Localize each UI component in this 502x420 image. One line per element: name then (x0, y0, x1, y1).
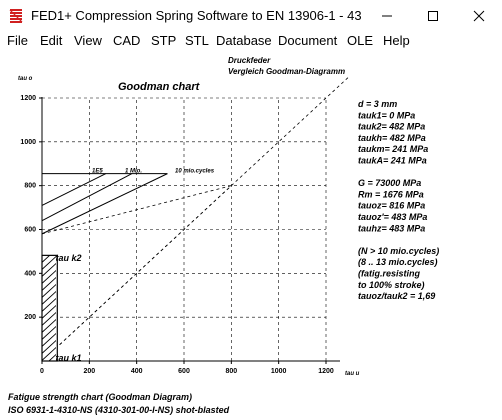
menu-ole[interactable]: OLE (347, 33, 374, 48)
hatch-stroke (42, 311, 56, 326)
hatch-stroke (42, 346, 56, 361)
hatch-stroke (42, 304, 56, 319)
drawing-area[interactable]: 0 200 400 600 800 1000 1200 200 400 600 800 1000 12… (0, 52, 502, 420)
hatch-stroke (42, 297, 56, 312)
footer-line-1: Fatigue strength chart (Goodman Diagram) (8, 392, 192, 402)
parameter-line: (8 .. 13 mio.cycles) (358, 257, 438, 267)
hatch-stroke (42, 339, 56, 354)
x-tick-label: 800 (225, 368, 237, 375)
parameter-line: taukA= 241 MPa (358, 156, 427, 166)
header-line-2: Vergleich Goodman-Diagramm (228, 67, 345, 76)
series-label: 1 Mio. (125, 169, 142, 175)
series-label: 10 mio.cycles (175, 169, 215, 175)
hatch-stroke (42, 255, 56, 270)
menu-cad[interactable]: CAD (113, 33, 141, 48)
menu-help[interactable]: Help (383, 33, 410, 48)
parameter-line: (fatig.resisting (358, 269, 421, 279)
parameter-line: Rm = 1676 MPa (358, 189, 424, 199)
y-tick-label: 1000 (20, 139, 36, 146)
maximize-button[interactable] (410, 0, 456, 31)
hatch-stroke (48, 353, 56, 361)
parameter-line: tauk1= 0 MPa (358, 110, 415, 120)
y-tick-label: 400 (24, 270, 36, 277)
menu-edit[interactable]: Edit (40, 33, 63, 48)
menu-database[interactable]: Database (216, 33, 272, 48)
menu-file[interactable]: File (7, 33, 28, 48)
header-line-1: Druckfeder (228, 56, 271, 65)
menu-document[interactable]: Document (278, 33, 338, 48)
parameter-line: tauhz= 483 MPa (358, 223, 425, 233)
x-tick-label: 1000 (271, 368, 287, 375)
parameter-line: to 100% stroke) (358, 280, 425, 290)
hatch-stroke (42, 283, 56, 298)
hatch-stroke (42, 269, 56, 284)
parameter-line: tauoz/tauk2 = 1,69 (358, 291, 435, 301)
window-title: FED1+ Compression Spring Software to EN … (31, 8, 361, 23)
menu-stp[interactable]: STP (151, 33, 177, 48)
hatch-stroke (42, 255, 51, 263)
band-annotation: tau k1 (55, 353, 81, 363)
hatch-stroke (42, 276, 56, 291)
hatch-stroke (42, 325, 56, 340)
y-tick-label: 1200 (20, 95, 36, 102)
parameter-line: taukm= 241 MPa (358, 144, 428, 154)
series-line (41, 173, 168, 235)
goodman-chart: 0 200 400 600 800 1000 1200 200 400 600 800 1000 12… (8, 56, 439, 415)
menu-view[interactable]: View (74, 33, 102, 48)
menu-stl[interactable]: STL (185, 33, 209, 48)
band-annotation: tau k2 (55, 253, 81, 263)
series-line (41, 173, 133, 222)
hatch-stroke (42, 262, 56, 277)
goodman-reference-line (41, 75, 350, 362)
series-line (41, 173, 107, 206)
series-label: 1E5 (92, 169, 103, 175)
y-tick-label: 800 (24, 183, 36, 190)
goodman-reference-line (41, 185, 232, 235)
chart-title: Goodman chart (118, 81, 201, 93)
parameter-line: tauoz= 816 MPa (358, 201, 425, 211)
hatch-stroke (42, 332, 56, 347)
x-tick-label: 200 (83, 368, 95, 375)
x-tick-label: 600 (178, 368, 190, 375)
parameter-line: (N > 10 mio.cycles) (358, 246, 439, 256)
goodman-reference-line (41, 185, 232, 362)
parameter-line: G = 73000 MPa (358, 178, 421, 188)
title-bar: FED1+ Compression Spring Software to EN … (0, 0, 502, 31)
band-hatching (42, 255, 56, 361)
minimize-icon (382, 15, 392, 16)
hatch-stroke (42, 290, 56, 305)
parameter-line: d = 3 mm (358, 99, 397, 109)
minimize-button[interactable] (364, 0, 410, 31)
x-tick-label: 1200 (318, 368, 334, 375)
close-button[interactable] (456, 0, 502, 31)
hatch-stroke (42, 318, 56, 333)
parameter-line: tauk2= 482 MPa (358, 122, 425, 132)
maximize-icon (428, 10, 438, 21)
y-axis-label: tau o (18, 76, 33, 82)
footer-line-2: ISO 6931-1-4310-NS (4310-301-00-I-NS) sh… (8, 405, 230, 415)
x-tick-label: 400 (131, 368, 143, 375)
menu-bar: File Edit View CAD STP STL Database Docu… (0, 31, 502, 51)
fed1-app-icon (8, 8, 24, 24)
x-tick-label: 0 (40, 368, 44, 375)
x-axis-label: tau u (345, 371, 360, 377)
parameter-line: taukh= 482 MPa (358, 133, 426, 143)
y-tick-label: 200 (24, 314, 36, 321)
parameter-line: tauoz'= 483 MPa (358, 212, 427, 222)
close-icon (473, 10, 485, 21)
y-tick-label: 600 (24, 227, 36, 234)
